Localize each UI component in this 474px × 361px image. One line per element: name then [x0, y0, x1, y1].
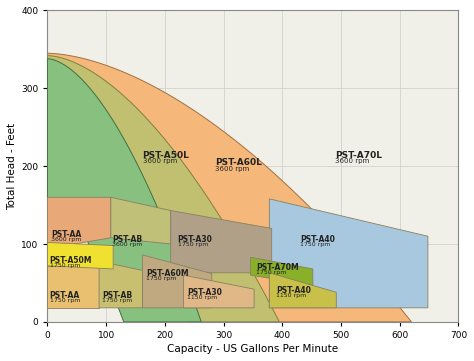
Polygon shape	[183, 275, 254, 308]
Text: 1750 rpm: 1750 rpm	[102, 298, 132, 303]
Polygon shape	[143, 255, 212, 308]
Y-axis label: Total Head - Feet: Total Head - Feet	[7, 123, 17, 210]
Polygon shape	[171, 210, 272, 273]
Polygon shape	[47, 59, 201, 322]
Text: PST-A50M: PST-A50M	[50, 256, 92, 265]
Polygon shape	[251, 257, 313, 285]
Text: 3600 rpm: 3600 rpm	[143, 158, 177, 164]
Polygon shape	[47, 243, 113, 269]
Text: PST-A40: PST-A40	[300, 235, 335, 244]
Text: PST-A60M: PST-A60M	[146, 269, 189, 278]
Polygon shape	[99, 261, 143, 308]
Text: 1750 rpm: 1750 rpm	[50, 298, 80, 303]
X-axis label: Capacity - US Gallons Per Minute: Capacity - US Gallons Per Minute	[167, 344, 338, 354]
Text: 1750 rpm: 1750 rpm	[146, 276, 176, 281]
Text: 3600 rpm: 3600 rpm	[215, 166, 249, 172]
Polygon shape	[47, 53, 411, 322]
Text: PST-A70L: PST-A70L	[335, 151, 382, 160]
Text: 1750 rpm: 1750 rpm	[50, 263, 80, 268]
Text: PST-A30: PST-A30	[178, 235, 213, 244]
Polygon shape	[47, 56, 279, 322]
Text: 1150 rpm: 1150 rpm	[187, 295, 218, 300]
Text: 1750 rpm: 1750 rpm	[256, 270, 286, 275]
Text: PST-AA: PST-AA	[51, 230, 81, 239]
Text: 3600 rpm: 3600 rpm	[51, 237, 81, 242]
Text: PST-A60L: PST-A60L	[215, 158, 262, 168]
Text: PST-A40: PST-A40	[276, 286, 311, 295]
Polygon shape	[111, 197, 171, 244]
Polygon shape	[269, 199, 428, 308]
Polygon shape	[47, 197, 111, 249]
Text: 3600 rpm: 3600 rpm	[335, 158, 369, 164]
Text: 1750 rpm: 1750 rpm	[178, 242, 208, 247]
Polygon shape	[269, 273, 336, 308]
Text: 1150 rpm: 1150 rpm	[276, 293, 307, 298]
Text: 3600 rpm: 3600 rpm	[112, 242, 142, 247]
Text: PST-A30: PST-A30	[187, 288, 222, 297]
Text: PST-AB: PST-AB	[112, 235, 142, 244]
Text: PST-A50L: PST-A50L	[143, 151, 190, 160]
Text: 1750 rpm: 1750 rpm	[300, 242, 330, 247]
Text: PST-AB: PST-AB	[102, 291, 132, 300]
Polygon shape	[47, 266, 99, 308]
Text: PST-A70M: PST-A70M	[256, 264, 299, 273]
Text: PST-AA: PST-AA	[50, 291, 80, 300]
